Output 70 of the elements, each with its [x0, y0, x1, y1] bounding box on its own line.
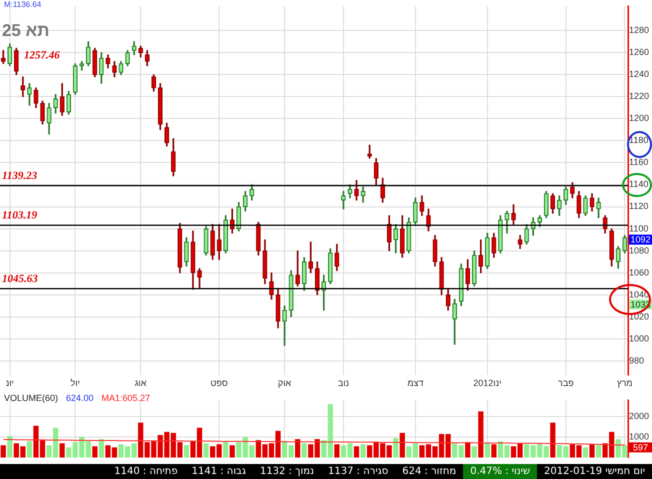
y-tick-label: 1100 — [629, 223, 648, 234]
y-tick-label: 1260 — [629, 47, 650, 58]
bar — [26, 441, 32, 458]
text: יום חמישי 2012-01-19 — [543, 465, 646, 479]
text: שינוי : 0.47% — [463, 464, 538, 479]
x-tick-label: דצמ — [407, 378, 424, 388]
bar — [478, 411, 484, 458]
bar — [589, 444, 595, 458]
bar — [0, 445, 6, 458]
bar — [400, 432, 405, 458]
text: 1092 — [630, 234, 651, 245]
text: תא 25 — [2, 21, 50, 40]
text: פתיחה : 1140 — [113, 465, 179, 479]
text: נמוך : 1132 — [258, 465, 316, 479]
ref-line-label: 1139.23 — [2, 170, 38, 182]
bar — [184, 445, 190, 458]
y-tick-label: 1000 — [629, 333, 650, 344]
annotation: 624.00 — [66, 392, 94, 403]
bar — [295, 439, 300, 458]
x-tick-label: יול — [70, 378, 80, 388]
x-tick-label: אוק — [278, 378, 292, 388]
y-tick-label: 1000 — [629, 432, 650, 442]
ref-line-label: 1103.19 — [2, 210, 38, 222]
y-tick-label: 1200 — [629, 113, 650, 124]
ref-line-label: 1045.63 — [2, 272, 38, 285]
x-tick-label: 2012ינו — [473, 378, 502, 388]
text: מחזור : 624 — [401, 465, 458, 479]
bar — [92, 446, 98, 458]
bar — [60, 443, 65, 458]
bar — [98, 439, 104, 458]
y-tick-label: 1140 — [629, 179, 648, 190]
text: 597 — [632, 442, 648, 452]
y-tick-label: 980 — [629, 355, 644, 366]
bar — [334, 444, 340, 458]
bar — [360, 444, 366, 458]
bar — [354, 446, 360, 458]
bar — [230, 445, 235, 458]
y-tick-label: 1080 — [629, 245, 650, 256]
y-tick-label: 1120 — [629, 201, 648, 212]
bar — [550, 422, 556, 458]
bar — [484, 443, 490, 458]
x-tick-label: פבר — [558, 378, 574, 388]
bar — [582, 447, 588, 458]
x-tick-label: נוב — [338, 378, 350, 388]
y-tick-label: 1060 — [629, 267, 650, 278]
text: סגירה : 1137 — [327, 465, 390, 479]
bar — [7, 436, 12, 458]
bar — [472, 446, 477, 458]
bar — [465, 442, 470, 458]
y-tick-label: 1160 — [629, 157, 648, 168]
y-tick-label: 1180 — [629, 135, 648, 146]
x-tick-label: אוג — [134, 378, 147, 388]
annotation: 1257.46 — [24, 49, 60, 62]
bar — [393, 438, 398, 458]
bar — [302, 443, 307, 458]
annotation: M:1136.64 — [4, 0, 42, 10]
x-tick-label: יונ — [6, 378, 14, 388]
bar — [203, 443, 209, 458]
annotation: MA1:605.27 — [102, 392, 150, 403]
bar — [596, 445, 602, 458]
annotation: VOLUME(60) — [4, 392, 58, 403]
x-tick-label: ספט — [210, 378, 228, 388]
y-tick-label: 2000 — [629, 410, 650, 421]
y-tick-label: 1220 — [629, 91, 650, 102]
text: גבוה : 1141 — [190, 465, 247, 479]
bar — [491, 444, 497, 458]
y-tick-label: 1240 — [629, 69, 650, 80]
y-tick-label: 1280 — [629, 25, 650, 36]
x-tick-label: מרץ — [616, 378, 632, 388]
bar — [223, 441, 228, 458]
